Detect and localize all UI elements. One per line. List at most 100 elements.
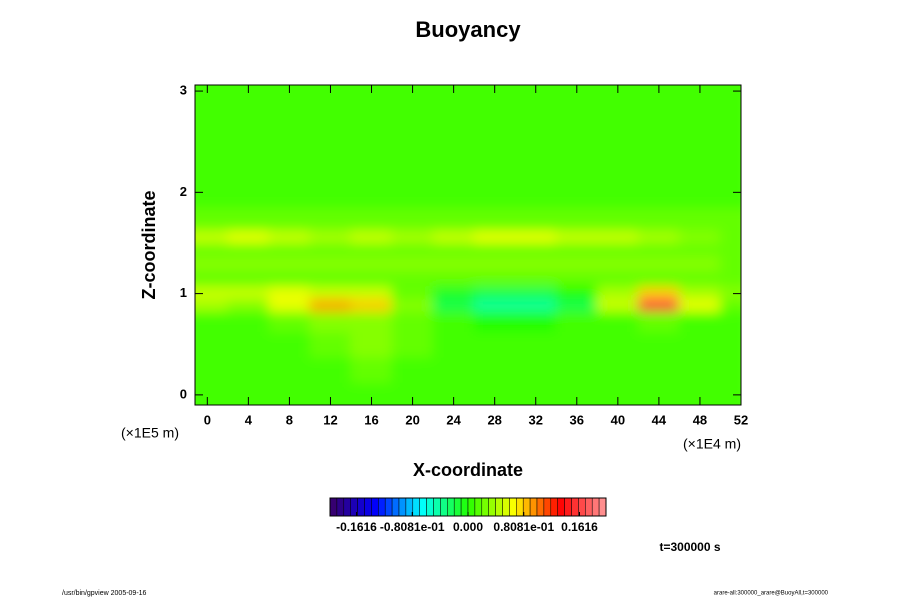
colorbar-segment [398,497,407,517]
cell [514,310,557,333]
cell [309,356,352,383]
cell [391,331,434,358]
cell [309,166,352,209]
cell [227,310,270,333]
cell [432,285,475,300]
cell [555,285,598,300]
colorbar-segment [453,497,462,517]
cell [678,356,721,383]
colorbar-segment [502,497,510,517]
cell [195,255,229,272]
cell [268,331,311,358]
cell [514,298,557,312]
y-tick-label: 0 [180,386,187,401]
cell [678,85,721,117]
cell [719,270,741,287]
cell [719,166,741,209]
x-tick-label: 48 [693,412,707,427]
cell [432,229,475,244]
cell [514,229,557,244]
colorbar-segment [543,497,552,517]
cell [514,242,557,257]
cell [719,285,741,300]
cell [678,242,721,257]
cell [268,381,311,405]
y-tick-label: 1 [180,285,187,300]
cell [514,115,557,168]
cell [391,166,434,209]
cell [195,285,229,300]
cell [350,229,393,244]
plot-frame [194,84,742,406]
cell [473,229,516,244]
cell [596,242,639,257]
cell [350,331,393,358]
y-unit: (×1E5 m) [121,425,179,441]
cell [309,285,352,300]
y-tick-label: 2 [180,184,187,199]
cell [637,285,680,300]
cell [391,381,434,405]
cell [678,255,721,272]
cell [268,270,311,287]
colorbar-segment [343,497,351,517]
colorbar-segment [516,497,524,517]
cell [432,310,475,333]
cell [678,310,721,333]
cell [227,255,270,272]
cell [637,207,680,231]
cell [309,298,352,312]
cell [391,242,434,257]
cell [268,285,311,300]
cell [432,356,475,383]
cell [555,242,598,257]
cell [555,229,598,244]
cell [637,298,680,312]
cell [350,270,393,287]
cell [350,255,393,272]
cell [391,310,434,333]
cell [391,115,434,168]
cell [596,85,639,117]
x-tick-label: 44 [652,412,667,427]
colorbar-segment [357,497,365,517]
cell [432,298,475,312]
cell [637,166,680,209]
cell [719,242,741,257]
cell [432,166,475,209]
colorbar-segment [440,497,448,517]
cell [195,242,229,257]
cell [227,207,270,231]
x-tick-label: 36 [570,412,584,427]
cell [195,229,229,244]
colorbar-segment [391,497,400,517]
cell [555,166,598,209]
cell [195,310,229,333]
cell [350,115,393,168]
x-tick-label: 32 [529,412,543,427]
colorbar-segment [378,497,386,517]
cell [473,310,516,333]
cell [309,331,352,358]
cell [678,229,721,244]
x-tick-label: 8 [286,412,293,427]
x-tick-label: 40 [611,412,625,427]
cell [596,207,639,231]
x-tick-label: 16 [364,412,378,427]
cell [350,298,393,312]
cell [719,298,741,312]
cell [195,85,229,117]
x-tick-label: 20 [405,412,419,427]
colorbar-tick-label: 0.000 [453,520,483,534]
colorbar-tick-label: 0.8081e-01 [493,520,554,534]
cell [637,270,680,287]
cell [719,207,741,231]
cell [195,356,229,383]
cell [555,331,598,358]
colorbar-segment [598,497,607,517]
cell [227,381,270,405]
colorbar-segment [474,497,483,517]
colorbar-tick-label: -0.8081e-01 [380,520,445,534]
